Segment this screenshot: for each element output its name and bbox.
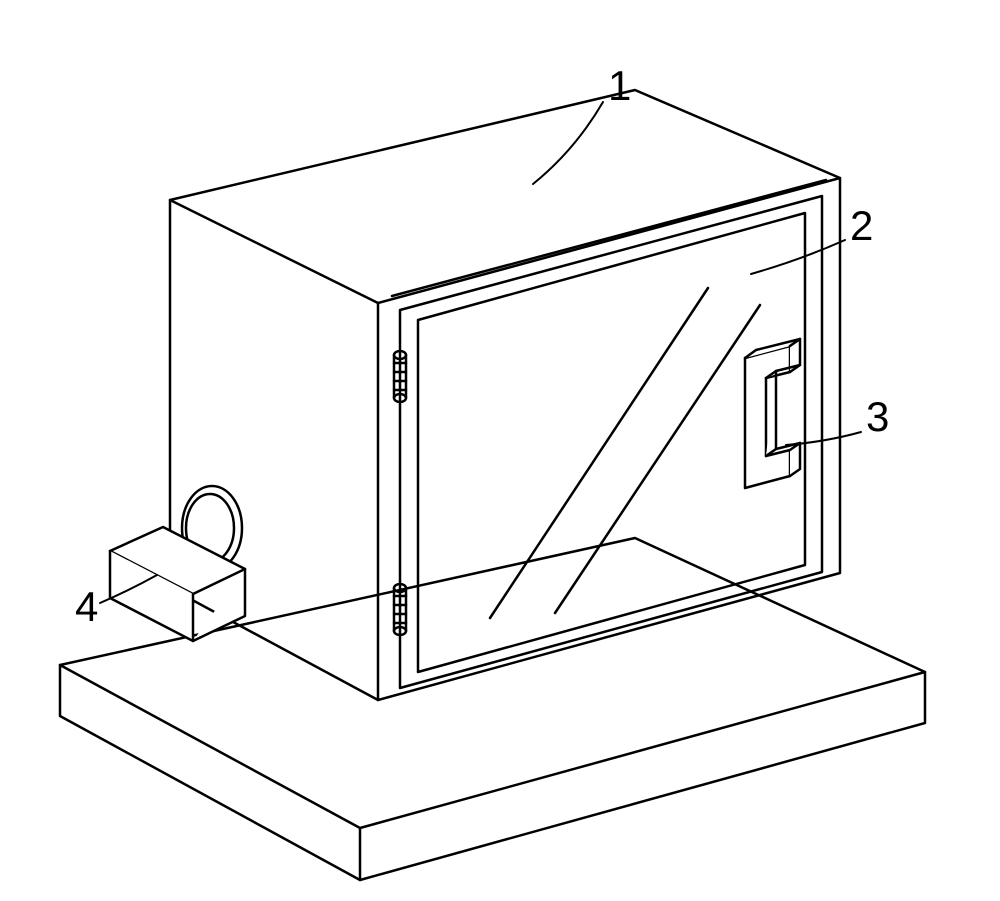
label-4: 4 [75, 583, 98, 631]
label-2: 2 [850, 202, 873, 250]
cabinet-body [170, 90, 840, 700]
leader-lines [100, 102, 861, 603]
side-attachment [110, 486, 245, 641]
diagram-svg [0, 0, 1000, 901]
label-3: 3 [866, 393, 889, 441]
label-1: 1 [608, 62, 631, 110]
door-handle [745, 339, 800, 488]
